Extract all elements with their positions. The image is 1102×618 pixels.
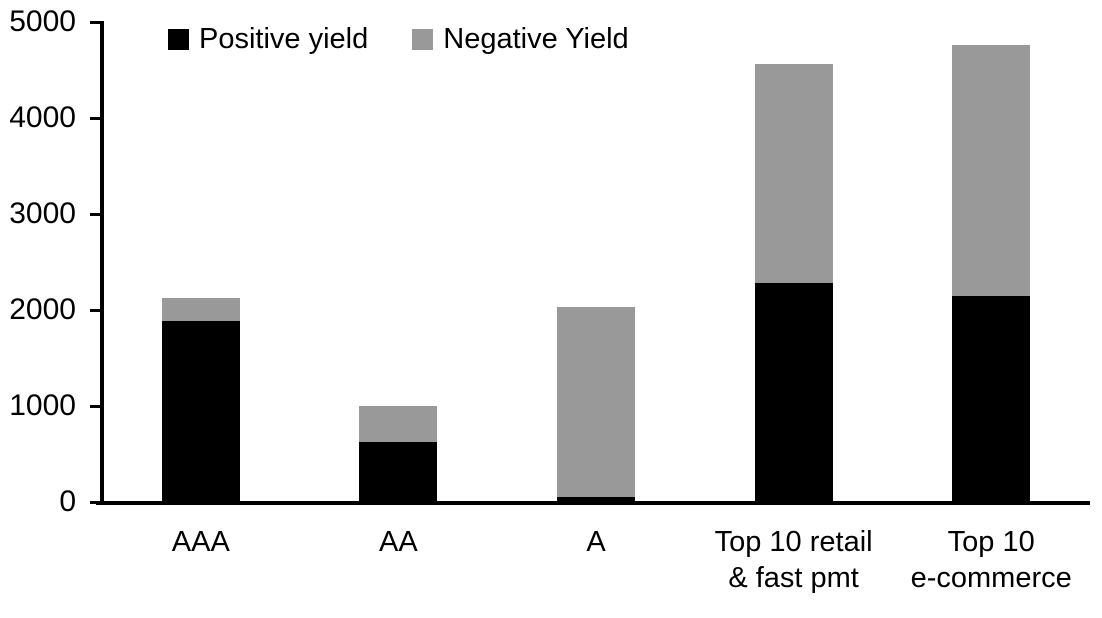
bar-segment-negative-yield [557, 306, 635, 498]
legend-item-positive-yield: Positive yield [168, 24, 368, 54]
bar-segment-positive-yield [359, 442, 438, 502]
chart-legend: Positive yield Negative Yield [168, 24, 629, 54]
legend-item-negative-yield: Negative Yield [412, 23, 629, 55]
x-axis-line [96, 501, 1090, 505]
y-axis-tick [90, 500, 104, 504]
y-axis-tick [90, 308, 104, 312]
legend-label: Positive yield [199, 23, 369, 55]
legend-swatch-icon [168, 28, 189, 50]
y-axis-tick-label: 1000 [9, 389, 76, 422]
y-axis-tick [90, 20, 104, 24]
x-axis-category-label: Top 10 e-commerce [910, 526, 1072, 594]
bar-segment-positive-yield [754, 283, 833, 502]
y-axis-tick-label: 4000 [9, 101, 76, 134]
x-axis-category-label: Top 10 retail & fast pmt [714, 526, 873, 594]
x-axis-category-label: AA [379, 526, 418, 558]
y-axis-tick-label: 2000 [9, 293, 76, 326]
y-axis-tick [90, 212, 104, 216]
bar-segment-positive-yield [952, 295, 1031, 502]
legend-label: Negative Yield [443, 23, 629, 55]
y-axis-tick-label: 0 [59, 485, 76, 518]
y-axis-tick-label: 5000 [9, 5, 76, 38]
bar-segment-negative-yield [754, 64, 833, 284]
bar-segment-positive-yield [161, 320, 240, 502]
bar-segment-positive-yield [557, 497, 635, 502]
bar-segment-negative-yield [161, 298, 240, 321]
y-axis-tick [90, 404, 104, 408]
bar-segment-negative-yield [952, 45, 1031, 296]
legend-swatch-icon [412, 28, 434, 50]
bar-segment-negative-yield [359, 406, 438, 443]
x-axis-category-label: A [586, 526, 606, 558]
y-axis-line [100, 21, 104, 504]
x-axis-category-label: AAA [171, 526, 230, 558]
y-axis-tick-label: 3000 [9, 197, 76, 230]
y-axis-tick [90, 116, 104, 120]
